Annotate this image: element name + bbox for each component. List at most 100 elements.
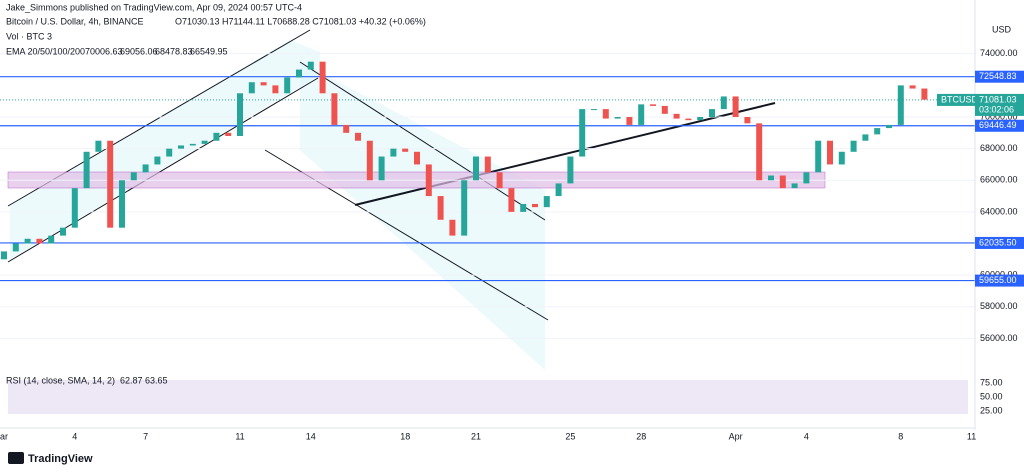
candle xyxy=(189,143,196,146)
candle xyxy=(437,196,444,220)
candle xyxy=(673,113,680,119)
logo xyxy=(8,452,24,464)
level-label: 72548.83 xyxy=(979,71,1017,81)
ohlc: O71030.13 H71144.11 L70688.28 C71081.03 … xyxy=(175,16,426,26)
candle xyxy=(791,183,798,189)
candle xyxy=(83,151,90,189)
candle xyxy=(532,203,538,208)
candle xyxy=(886,124,892,129)
candle xyxy=(508,188,515,212)
ema-value: 66549.95 xyxy=(190,46,228,56)
y-tick-label: 68000.00 xyxy=(980,143,1018,153)
candle xyxy=(201,140,208,144)
level-label: 62035.50 xyxy=(979,237,1017,247)
candle xyxy=(71,188,78,228)
candle xyxy=(732,96,739,118)
candle xyxy=(591,109,597,111)
candle xyxy=(319,61,326,94)
currency: USD xyxy=(992,24,1012,34)
candle xyxy=(296,69,302,78)
x-tick-label: 18 xyxy=(400,431,410,441)
candle xyxy=(543,196,550,208)
candle xyxy=(496,172,503,189)
candle xyxy=(414,151,420,165)
candle xyxy=(626,117,633,125)
candle xyxy=(650,104,656,106)
level-label: 69446.49 xyxy=(979,120,1017,130)
rsi-tick-label: 75.00 xyxy=(980,377,1003,387)
y-tick-label: 74000.00 xyxy=(980,48,1018,58)
candle xyxy=(119,180,125,228)
candle xyxy=(449,219,456,236)
x-tick-label: 14 xyxy=(306,431,316,441)
ema-label: EMA 20/50/100/200 xyxy=(6,46,85,56)
candle xyxy=(48,235,55,244)
x-tick-label: 8 xyxy=(898,431,903,441)
publisher: Jake_Simmons published on TradingView.co… xyxy=(6,2,302,12)
symbol: Bitcoin / U.S. Dollar, 4h, BINANCE xyxy=(6,16,144,26)
countdown: 03:02:06 xyxy=(979,104,1014,114)
y-tick-label: 56000.00 xyxy=(980,333,1018,343)
candle xyxy=(661,105,668,114)
candle xyxy=(921,88,928,100)
channel-line xyxy=(7,77,319,263)
level-label: 59655.00 xyxy=(979,275,1017,285)
candle xyxy=(260,82,267,86)
candle xyxy=(614,117,621,119)
candle xyxy=(473,156,479,181)
candle xyxy=(272,85,279,94)
candle xyxy=(897,85,904,125)
channel-line xyxy=(299,61,546,221)
x-tick-label: Apr xyxy=(729,431,743,441)
candle xyxy=(1,251,7,260)
level-tag xyxy=(975,236,1024,249)
level-tag xyxy=(975,70,1024,83)
candle xyxy=(366,140,373,181)
candle xyxy=(461,180,468,236)
symbol-tag xyxy=(937,93,975,106)
candle xyxy=(425,164,432,197)
candle xyxy=(331,93,338,125)
symbol-tag-label: BTCUSD xyxy=(941,94,979,104)
y-tick-label: 64000.00 xyxy=(980,206,1018,216)
candle xyxy=(166,148,173,157)
candle xyxy=(307,61,314,70)
rsi-value: 62.87 xyxy=(120,375,143,385)
ema-value: 70006.63 xyxy=(85,46,123,56)
candle xyxy=(602,109,609,119)
x-tick-label: 21 xyxy=(471,431,481,441)
candle xyxy=(720,96,727,110)
candle xyxy=(213,132,220,141)
rsi-sma: 63.65 xyxy=(145,375,168,385)
ema-value: 69056.06 xyxy=(120,46,158,56)
candle xyxy=(36,238,43,244)
candle xyxy=(862,134,869,141)
candle xyxy=(838,151,845,165)
candle xyxy=(685,118,692,121)
candle xyxy=(744,117,751,124)
x-tick-label: 7 xyxy=(143,431,148,441)
candle xyxy=(579,109,586,157)
y-tick-label: 60000.00 xyxy=(980,270,1018,280)
candle xyxy=(178,145,184,149)
candle xyxy=(484,156,491,173)
rsi-tick-label: 25.00 xyxy=(980,405,1003,415)
candle xyxy=(390,148,397,157)
candle xyxy=(874,128,881,135)
level-tag xyxy=(975,274,1024,287)
rsi-label: RSI (14, close, SMA, 14, 2) xyxy=(6,375,115,385)
x-tick-label: ar xyxy=(0,431,8,441)
candle xyxy=(520,203,527,212)
candle xyxy=(756,123,763,181)
level-tag xyxy=(975,119,1024,132)
candle xyxy=(130,172,137,181)
y-tick-label: 58000.00 xyxy=(980,301,1018,311)
candle xyxy=(12,243,19,252)
candle xyxy=(355,132,361,141)
candle xyxy=(779,175,786,189)
candle xyxy=(555,183,562,197)
candle xyxy=(60,227,66,236)
candle xyxy=(248,82,255,94)
